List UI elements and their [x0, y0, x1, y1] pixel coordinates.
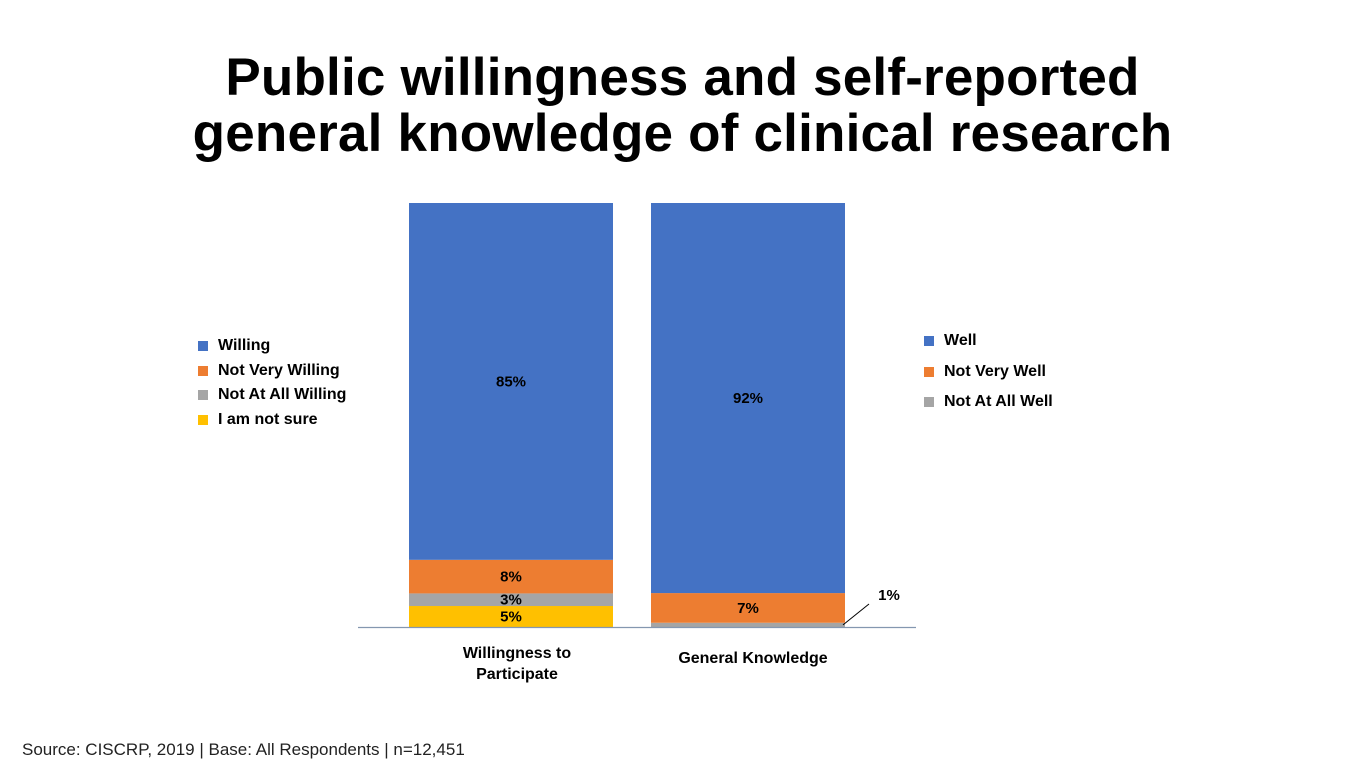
legend-item-not-very-well: Not Very Well [924, 357, 1053, 388]
legend-swatch-willing [198, 341, 208, 352]
chart-title: Public willingness and self-reported gen… [0, 50, 1365, 162]
legend-item-willing: Willing [198, 334, 346, 359]
category-label-general-knowledge: General Knowledge [678, 650, 827, 667]
data-label-not-at-all-well: 1% [878, 587, 900, 604]
legend-item-not-at-all-willing: Not At All Willing [198, 383, 346, 408]
category-label-willingness-to-participate: Willingness to Participate [463, 645, 572, 683]
bar-segment-not-very-well [651, 593, 845, 623]
data-label-well: 92% [733, 390, 763, 407]
legend-label-willing: Willing [218, 337, 271, 355]
legend-label-well: Well [944, 332, 977, 350]
bar-segment-willing [409, 203, 613, 560]
legend-label-not-very-willing: Not Very Willing [218, 361, 340, 379]
bar-segment-not-at-all-well [651, 622, 845, 627]
legend-item-not-at-all-well: Not At All Well [924, 387, 1053, 418]
callout-line-not-at-all-well [842, 603, 870, 626]
legend-swatch-not-very-willing [198, 365, 208, 376]
source-note: Source: CISCRP, 2019 | Base: All Respond… [22, 740, 465, 759]
legend-label-not-at-all-willing: Not At All Willing [218, 386, 347, 404]
legend-item-well: Well [924, 326, 1053, 357]
data-label-not-at-all-willing: 3% [500, 592, 522, 609]
chart-title-line-1: Public willingness and self-reported [225, 48, 1140, 107]
data-label-willing: 85% [496, 373, 526, 390]
legend-willingness: Willing Not Very Willing Not At All Will… [198, 334, 346, 432]
legend-item-not-sure: I am not sure [198, 408, 346, 433]
legend-knowledge: Well Not Very Well Not At All Well [924, 326, 1053, 418]
bar-segment-not-at-all-willing [409, 593, 613, 607]
legend-label-not-very-well: Not Very Well [944, 362, 1046, 380]
chart-title-line-2: general knowledge of clinical research [192, 104, 1173, 163]
legend-swatch-not-at-all-well [924, 397, 934, 408]
bar-segment-not-very-willing [409, 559, 613, 594]
legend-swatch-not-very-well [924, 366, 934, 377]
data-label-not-very-willing: 8% [500, 569, 522, 586]
data-label-not-very-well: 7% [737, 600, 759, 617]
legend-swatch-not-at-all-willing [198, 390, 208, 401]
legend-swatch-not-sure [198, 414, 208, 425]
bar-segment-well [651, 203, 845, 594]
legend-label-not-at-all-well: Not At All Well [944, 393, 1053, 411]
legend-label-not-sure: I am not sure [218, 410, 318, 428]
legend-swatch-well [924, 336, 934, 347]
legend-item-not-very-willing: Not Very Willing [198, 359, 346, 384]
data-label-i-am-not-sure: 5% [500, 609, 522, 626]
bar-segment-i-am-not-sure [409, 606, 613, 627]
